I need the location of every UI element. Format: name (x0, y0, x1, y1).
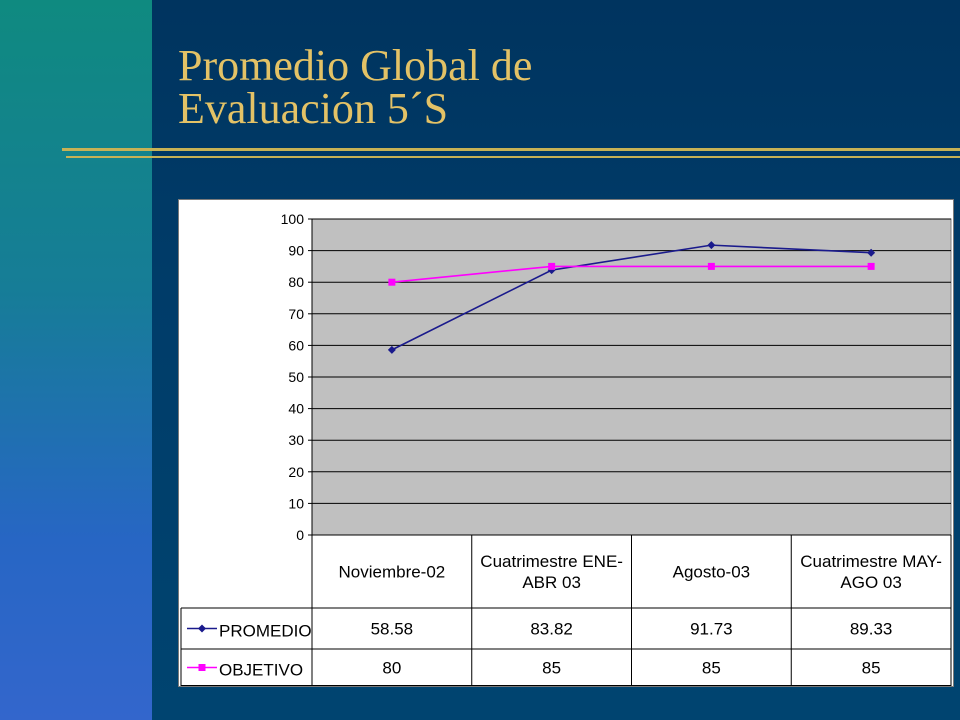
data-point-promedio (387, 345, 396, 354)
data-point-promedio (867, 248, 876, 257)
line-chart: 0 10 20 30 40 50 60 70 80 90 100 Noviembre-02 Cuatri… (180, 211, 952, 686)
table-value-objetivo: 85 (702, 659, 721, 678)
title-underline-rule-lower (66, 156, 960, 158)
chart-container: 0 10 20 30 40 50 60 70 80 90 100 Noviembre-02 Cuatri… (178, 199, 954, 687)
legend-label-objetivo: OBJETIVO (219, 661, 303, 680)
table-value-promedio: 58.58 (371, 620, 414, 639)
y-tick-label: 40 (288, 401, 304, 417)
data-point-objetivo (548, 262, 556, 270)
table-value-promedio: 89.33 (850, 620, 893, 639)
y-tick-label: 100 (281, 211, 305, 227)
slide-title-line-1: Promedio Global de (178, 41, 533, 90)
series-line-promedio (391, 244, 872, 351)
y-tick-label: 50 (288, 369, 304, 385)
category-label: ABR 03 (522, 573, 581, 592)
table-value-objetivo: 80 (382, 659, 401, 678)
legend-key-marker (198, 664, 206, 671)
table-value-promedio: 91.73 (690, 620, 733, 639)
category-label: AGO 03 (840, 573, 901, 592)
title-underline-rule (62, 148, 960, 151)
table-value-objetivo: 85 (862, 659, 881, 678)
slide-sidebar-gradient (0, 0, 152, 720)
data-point-objetivo (707, 262, 715, 270)
y-tick-label: 10 (288, 495, 304, 511)
y-tick-label: 80 (288, 274, 304, 290)
slide-title-line-2: Evaluación 5´S (178, 84, 449, 133)
data-point-promedio (547, 266, 556, 275)
y-tick-label: 0 (296, 527, 304, 543)
category-label: Agosto-03 (673, 563, 751, 582)
legend-label-promedio: PROMEDIO (219, 622, 312, 641)
table-value-objetivo: 85 (542, 659, 561, 678)
slide-title: Promedio Global de Evaluación 5´S (178, 41, 878, 133)
category-label: Cuatrimestre ENE- (480, 552, 623, 571)
y-tick-label: 30 (288, 432, 304, 448)
data-point-promedio (707, 241, 716, 250)
legend-key-marker (198, 624, 206, 633)
y-tick-label: 60 (288, 337, 304, 353)
data-point-objetivo (388, 278, 396, 286)
category-label: Noviembre-02 (338, 563, 445, 582)
y-tick-label: 90 (288, 243, 304, 259)
y-tick-label: 70 (288, 306, 304, 322)
data-point-objetivo (867, 262, 875, 270)
series-line-objetivo (391, 265, 872, 283)
table-value-promedio: 83.82 (530, 620, 573, 639)
y-tick-label: 20 (288, 464, 304, 480)
category-label: Cuatrimestre MAY- (800, 552, 942, 571)
